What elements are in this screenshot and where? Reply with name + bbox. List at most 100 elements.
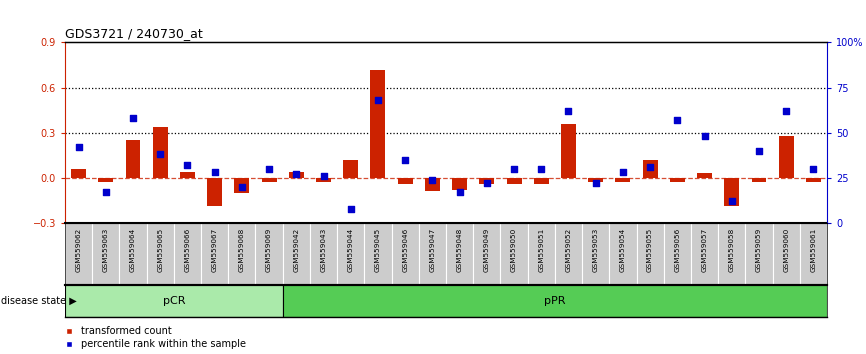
Bar [724,178,740,206]
Bar [527,223,555,285]
Bar [533,178,549,184]
Text: GSM559053: GSM559053 [592,228,598,272]
Bar [262,178,276,182]
Bar [207,178,222,206]
Point [398,157,412,163]
Bar [397,178,412,184]
Text: pCR: pCR [163,296,185,306]
Text: GSM559052: GSM559052 [565,228,572,272]
Point [480,181,494,186]
Bar [772,223,800,285]
Bar [452,178,467,190]
Bar [316,178,331,182]
Text: GSM559061: GSM559061 [811,228,817,272]
Point [643,164,657,170]
Bar [371,70,385,178]
Bar [146,223,174,285]
Text: pPR: pPR [544,296,565,306]
Bar [98,178,113,182]
Bar [288,172,304,178]
Point [425,177,439,183]
Bar [663,223,691,285]
Bar [643,160,657,178]
Bar [555,223,582,285]
Bar [65,285,282,317]
Bar [65,223,92,285]
Point [235,184,249,190]
Text: GSM559051: GSM559051 [539,228,544,272]
Bar [691,223,718,285]
Bar [752,178,766,182]
Text: GSM559043: GSM559043 [320,228,326,272]
Point [507,166,521,172]
Bar [779,136,793,178]
Point [344,206,358,211]
Text: GSM559049: GSM559049 [484,228,490,272]
Bar [282,285,827,317]
Bar [120,223,146,285]
Point [561,108,575,114]
Text: GSM559044: GSM559044 [348,228,353,272]
Text: GSM559058: GSM559058 [729,228,734,272]
Text: GSM559055: GSM559055 [647,228,653,272]
Text: GSM559068: GSM559068 [239,228,245,272]
Point [262,166,276,172]
Bar [473,223,501,285]
Point [453,189,467,195]
Point [208,170,222,175]
Text: GSM559042: GSM559042 [294,228,300,272]
Text: GSM559060: GSM559060 [783,228,789,272]
Text: GSM559059: GSM559059 [756,228,762,272]
Bar [255,223,282,285]
Bar [446,223,473,285]
Text: GSM559054: GSM559054 [620,228,626,272]
Text: GSM559065: GSM559065 [158,228,163,272]
Text: GSM559056: GSM559056 [675,228,681,272]
Text: GSM559057: GSM559057 [701,228,708,272]
Point [534,166,548,172]
Bar [343,160,359,178]
Point [806,166,820,172]
Point [126,115,140,121]
Text: GSM559064: GSM559064 [130,228,136,272]
Point [752,148,766,154]
Text: GSM559050: GSM559050 [511,228,517,272]
Bar [229,223,255,285]
Bar [391,223,419,285]
Point [616,170,630,175]
Bar [588,178,603,182]
Bar [152,127,168,178]
Text: GSM559045: GSM559045 [375,228,381,272]
Point [725,199,739,204]
Point [99,189,113,195]
Bar [669,178,685,182]
Bar [616,178,630,182]
Bar [310,223,337,285]
Bar [126,140,140,178]
Text: GSM559047: GSM559047 [430,228,436,272]
Bar [697,173,712,178]
Point [589,181,603,186]
Bar [365,223,391,285]
Point [670,117,684,123]
Bar [610,223,637,285]
Text: GSM559066: GSM559066 [184,228,191,272]
Bar [501,223,527,285]
Bar [174,223,201,285]
Bar [479,178,494,184]
Bar [806,178,821,182]
Bar [201,223,229,285]
Bar [561,124,576,178]
Text: GSM559067: GSM559067 [211,228,217,272]
Bar [507,178,521,184]
Bar [419,223,446,285]
Point [72,144,86,150]
Text: GSM559069: GSM559069 [266,228,272,272]
Text: disease state ▶: disease state ▶ [1,296,76,306]
Bar [282,223,310,285]
Bar [637,223,663,285]
Bar [235,178,249,193]
Point [289,171,303,177]
Text: GDS3721 / 240730_at: GDS3721 / 240730_at [65,27,203,40]
Bar [800,223,827,285]
